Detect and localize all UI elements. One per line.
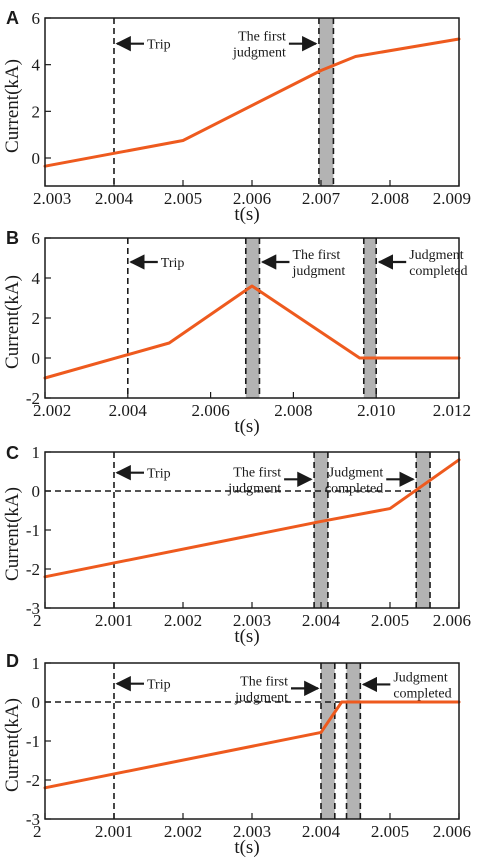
annotation-label: Trip	[147, 38, 171, 53]
y-tick-label: -1	[26, 521, 40, 540]
x-tick-label: 2	[33, 611, 42, 630]
y-tick-label: 4	[32, 269, 41, 288]
x-axis-label: t(s)	[234, 416, 259, 437]
annotation-label: The first	[292, 248, 340, 263]
x-tick-label: 2.003	[33, 189, 71, 208]
x-axis-label: t(s)	[234, 626, 259, 647]
x-tick-label: 2.004	[109, 401, 148, 420]
x-tick-label: 2.002	[164, 822, 202, 841]
annotation-label: Trip	[147, 467, 171, 482]
y-tick-label: 2	[32, 102, 41, 121]
judgment-window-band	[346, 663, 361, 819]
panel-c: C 2 2.001 2.002 2.003 2.004 2.005 2.006 -3 -2 -1 0 1…	[2, 443, 471, 647]
judgment-window-band	[363, 238, 377, 398]
y-tick-label: 0	[32, 482, 41, 501]
panel-letter: D	[6, 651, 19, 671]
y-tick-label: 6	[32, 9, 41, 28]
y-axis-label: Current(kA)	[2, 487, 23, 581]
y-tick-label: 2	[32, 309, 41, 328]
y-tick-label: -1	[26, 732, 40, 751]
annotation-label: judgment	[234, 690, 288, 705]
annotation-label: judgment	[227, 481, 281, 496]
judgment-window-band	[314, 452, 328, 608]
y-axis-label: Current(kA)	[2, 275, 23, 369]
judgment-window-band	[416, 452, 431, 608]
x-tick-label: 2.006	[433, 822, 471, 841]
x-tick-label: 2.005	[371, 822, 409, 841]
annotation-label: Trip	[147, 678, 171, 693]
y-axis-label: Current(kA)	[2, 59, 23, 153]
x-tick-label: 2.005	[164, 189, 202, 208]
annotation-label: Judgment	[329, 465, 384, 480]
x-axis-label: t(s)	[234, 837, 259, 858]
y-tick-label: -3	[26, 599, 40, 618]
current-series-line	[43, 284, 461, 380]
annotation-label: completed	[409, 264, 467, 279]
annotation-label: judgment	[232, 46, 286, 61]
x-tick-label: 2.003	[233, 822, 271, 841]
x-tick-label: 2.006	[191, 401, 229, 420]
panel-b: B 2.002 2.004 2.006 2.008 2.010 2.012 -2 0 2 4 6 t(s…	[2, 228, 471, 437]
x-tick-label: 2.010	[357, 401, 395, 420]
judgment-window-band	[321, 663, 335, 819]
annotation-label: Judgment	[393, 670, 448, 685]
x-tick-label: 2.002	[164, 611, 202, 630]
judgment-window-band	[245, 238, 260, 398]
panel-letter: B	[6, 228, 19, 248]
y-tick-label: -2	[26, 771, 40, 790]
annotation-label: Judgment	[409, 248, 464, 263]
annotation-label: completed	[393, 686, 451, 701]
x-tick-label: 2.001	[95, 822, 133, 841]
x-tick-label: 2.006	[433, 611, 471, 630]
x-tick-label: 2.008	[274, 401, 312, 420]
annotation-label: judgment	[291, 264, 345, 279]
panel-letter: C	[6, 443, 19, 463]
x-tick-label: 2.012	[433, 401, 471, 420]
y-tick-label: 6	[32, 229, 41, 248]
x-tick-label: 2	[33, 822, 42, 841]
annotation-label: completed	[325, 481, 383, 496]
y-tick-label: 0	[32, 349, 41, 368]
x-tick-label: 2.003	[233, 611, 271, 630]
annotation-label: The first	[238, 30, 286, 45]
panel-a: A 2.003 2.004 2.005 2.006 2.007 2.008 2.009 0 2 4 6…	[2, 8, 471, 225]
x-tick-label: 2.004	[95, 189, 134, 208]
x-tick-label: 2.008	[371, 189, 409, 208]
y-tick-label: -2	[26, 389, 40, 408]
x-tick-label: 2.002	[33, 401, 71, 420]
x-tick-label: 2.007	[302, 189, 341, 208]
y-tick-label: -3	[26, 810, 40, 829]
x-axis-label: t(s)	[234, 204, 259, 225]
panel-d: D 2 2.001 2.002 2.003 2.004 2.005 2.006 -3 -2 -1 0 1…	[2, 651, 471, 858]
y-tick-label: 0	[32, 693, 41, 712]
x-tick-label: 2.009	[433, 189, 471, 208]
x-tick-label: 2.005	[371, 611, 409, 630]
current-series-line	[43, 458, 461, 579]
y-axis-label: Current(kA)	[2, 698, 23, 792]
y-tick-label: -2	[26, 560, 40, 579]
x-tick-label: 2.004	[302, 822, 341, 841]
x-tick-label: 2.001	[95, 611, 133, 630]
x-tick-label: 2.004	[302, 611, 341, 630]
annotation-label: The first	[240, 674, 288, 689]
y-tick-label: 1	[32, 443, 41, 462]
x-tick-label: 2.006	[233, 189, 271, 208]
y-tick-label: 4	[32, 56, 41, 75]
panel-letter: A	[6, 8, 19, 28]
annotation-label: Trip	[161, 256, 185, 271]
annotation-label: The first	[233, 465, 281, 480]
y-tick-label: 0	[32, 149, 41, 168]
current-series-line	[43, 37, 461, 168]
current-series-line	[43, 700, 461, 790]
y-tick-label: 1	[32, 654, 41, 673]
judgment-window-band	[318, 18, 334, 186]
